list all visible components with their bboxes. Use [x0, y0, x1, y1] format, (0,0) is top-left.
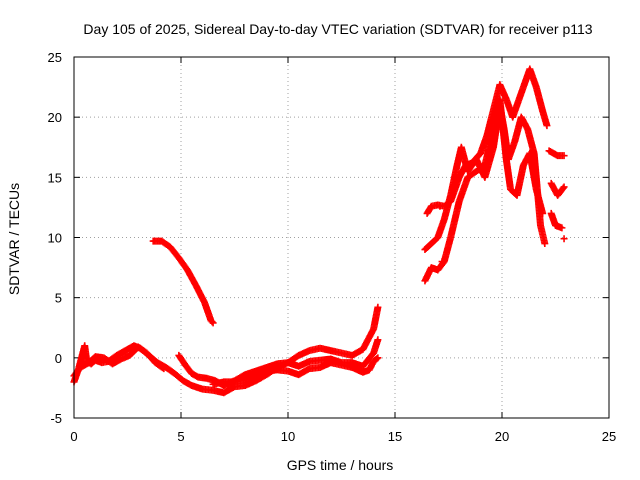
- data-point: [559, 184, 567, 192]
- y-tick-label: 25: [48, 50, 62, 65]
- data-point: [374, 354, 382, 362]
- data-point: [374, 336, 382, 344]
- data-point: [208, 318, 216, 326]
- y-axis-label: SDTVAR / TECUs: [6, 183, 22, 295]
- data-point: [541, 240, 549, 248]
- y-tick-label: 15: [48, 170, 62, 185]
- x-tick-label: 5: [177, 429, 184, 444]
- data-point: [373, 355, 381, 363]
- data-point: [560, 152, 568, 160]
- y-tick-label: 20: [48, 110, 62, 125]
- data-point: [209, 319, 217, 327]
- data-point: [436, 202, 444, 210]
- y-tick-label: -5: [50, 411, 62, 426]
- data-point: [160, 365, 168, 373]
- data-point: [558, 224, 566, 232]
- x-tick-label: 15: [388, 429, 402, 444]
- y-tick-label: 0: [55, 351, 62, 366]
- x-tick-label: 25: [602, 429, 616, 444]
- data-point: [374, 303, 382, 311]
- data-point: [159, 364, 167, 372]
- x-tick-label: 20: [495, 429, 509, 444]
- y-tick-label: 10: [48, 231, 62, 246]
- chart-title: Day 105 of 2025, Sidereal Day-to-day VTE…: [83, 21, 592, 37]
- data-point: [543, 122, 551, 130]
- data-point: [539, 209, 547, 217]
- y-tick-label: 5: [55, 291, 62, 306]
- data-point: [560, 235, 568, 243]
- data-point: [560, 183, 568, 191]
- axis-ticks: 0 5 10 15 20 25 -5 0 5 10 15 20 25: [48, 50, 617, 444]
- x-axis-label: GPS time / hours: [287, 457, 394, 473]
- data-point: [438, 258, 446, 266]
- plot-border: [73, 56, 610, 419]
- x-tick-label: 10: [281, 429, 295, 444]
- x-tick-label: 0: [70, 429, 77, 444]
- data-points: [70, 65, 568, 397]
